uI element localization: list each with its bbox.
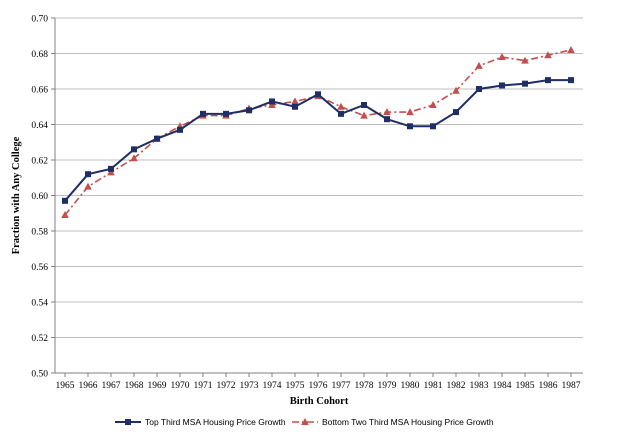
series-line	[64, 49, 572, 216]
x-tick-label: 1984	[493, 381, 512, 391]
x-tick-label: 1982	[447, 381, 466, 391]
x-tick-labels: 1965 1966 1967 1968 1969 1970 1971 1972 1973 1974…	[56, 381, 581, 391]
x-tick-label: 1985	[516, 381, 535, 391]
x-tick-label: 1968	[125, 381, 144, 391]
x-tick-label: 1970	[171, 381, 190, 391]
y-axis-title: Fraction with Any College	[11, 136, 22, 254]
data-point	[85, 171, 91, 178]
data-point	[522, 80, 528, 87]
data-point	[200, 110, 206, 117]
data-point	[452, 86, 460, 94]
data-point	[545, 77, 551, 84]
data-point	[107, 168, 115, 176]
data-point	[567, 45, 575, 53]
data-point	[361, 101, 367, 108]
series-bottom-two-third	[61, 45, 575, 219]
data-point	[475, 61, 483, 69]
data-point	[453, 109, 459, 116]
x-tick-label: 1975	[286, 381, 305, 391]
x-tick-label: 1986	[539, 381, 558, 391]
y-tick-label: 0.60	[31, 192, 48, 202]
x-tick-label: 1974	[263, 381, 282, 391]
data-point	[246, 107, 252, 114]
y-tick-labels: 0.50 0.52 0.54 0.56 0.58 0.60 0.62 0.64 0.66 0.68…	[31, 15, 48, 380]
data-point	[498, 53, 506, 61]
data-point	[544, 51, 552, 59]
legend-item: Top Third MSA Housing Price Growth	[115, 417, 286, 427]
y-tick-label: 0.68	[31, 50, 48, 60]
data-point	[154, 135, 160, 142]
data-point	[360, 111, 368, 119]
series-top-third	[62, 77, 574, 204]
y-tick-label: 0.52	[31, 334, 48, 344]
data-point	[269, 98, 275, 105]
series-group	[61, 45, 575, 219]
x-tick-label: 1967	[102, 381, 121, 391]
data-point	[268, 100, 276, 108]
legend-label: Top Third MSA Housing Price Growth	[145, 417, 286, 427]
data-point	[521, 56, 529, 64]
y-tick-label: 0.64	[31, 121, 48, 131]
x-tick-label: 1971	[194, 381, 213, 391]
legend-marker	[301, 418, 309, 425]
x-tick-label: 1977	[332, 381, 351, 391]
y-tick-label: 0.66	[31, 86, 48, 96]
y-tick-label: 0.56	[31, 263, 48, 273]
data-point	[130, 154, 138, 162]
x-tick-label: 1987	[562, 381, 581, 391]
x-axis-title: Birth Cohort	[290, 396, 349, 407]
x-tick-label: 1980	[401, 381, 420, 391]
data-point	[84, 182, 92, 190]
x-tick-label: 1973	[240, 381, 259, 391]
data-point	[476, 86, 482, 92]
legend-item: Bottom Two Third MSA Housing Price Growt…	[292, 417, 494, 427]
data-point	[338, 110, 344, 117]
axes	[51, 17, 583, 377]
x-tick-label: 1972	[217, 381, 236, 391]
data-point	[292, 103, 298, 110]
data-point	[108, 165, 114, 172]
data-point	[568, 77, 574, 84]
x-tick-label: 1965	[56, 381, 75, 391]
data-point	[223, 110, 229, 117]
data-point	[499, 82, 505, 89]
data-point	[429, 100, 437, 108]
data-point	[406, 108, 414, 116]
legend: Top Third MSA Housing Price Growth Bottom…	[115, 417, 494, 427]
data-point	[337, 102, 345, 110]
data-point	[61, 211, 69, 219]
data-point	[384, 116, 390, 123]
y-tick-label: 0.62	[31, 157, 48, 167]
data-point	[407, 123, 413, 130]
data-point	[291, 97, 299, 105]
y-tick-label: 0.70	[31, 15, 48, 25]
y-tick-label: 0.58	[31, 228, 48, 238]
x-tick-label: 1979	[378, 381, 397, 391]
x-tick-label: 1966	[79, 381, 98, 391]
x-tick-label: 1976	[309, 381, 328, 391]
data-point	[315, 91, 321, 98]
data-point	[131, 146, 137, 153]
x-tick-label: 1978	[355, 381, 374, 391]
gridlines	[55, 17, 583, 338]
legend-marker	[125, 419, 131, 425]
x-tick-label: 1983	[470, 381, 489, 391]
data-point	[177, 126, 183, 133]
data-point	[62, 197, 68, 204]
data-point	[430, 123, 436, 130]
x-tick-label: 1969	[148, 381, 167, 391]
legend-label: Bottom Two Third MSA Housing Price Growt…	[322, 417, 494, 427]
y-tick-label: 0.54	[31, 299, 48, 309]
x-tick-label: 1981	[424, 381, 443, 391]
data-point	[383, 108, 391, 116]
y-tick-label: 0.50	[31, 370, 48, 380]
